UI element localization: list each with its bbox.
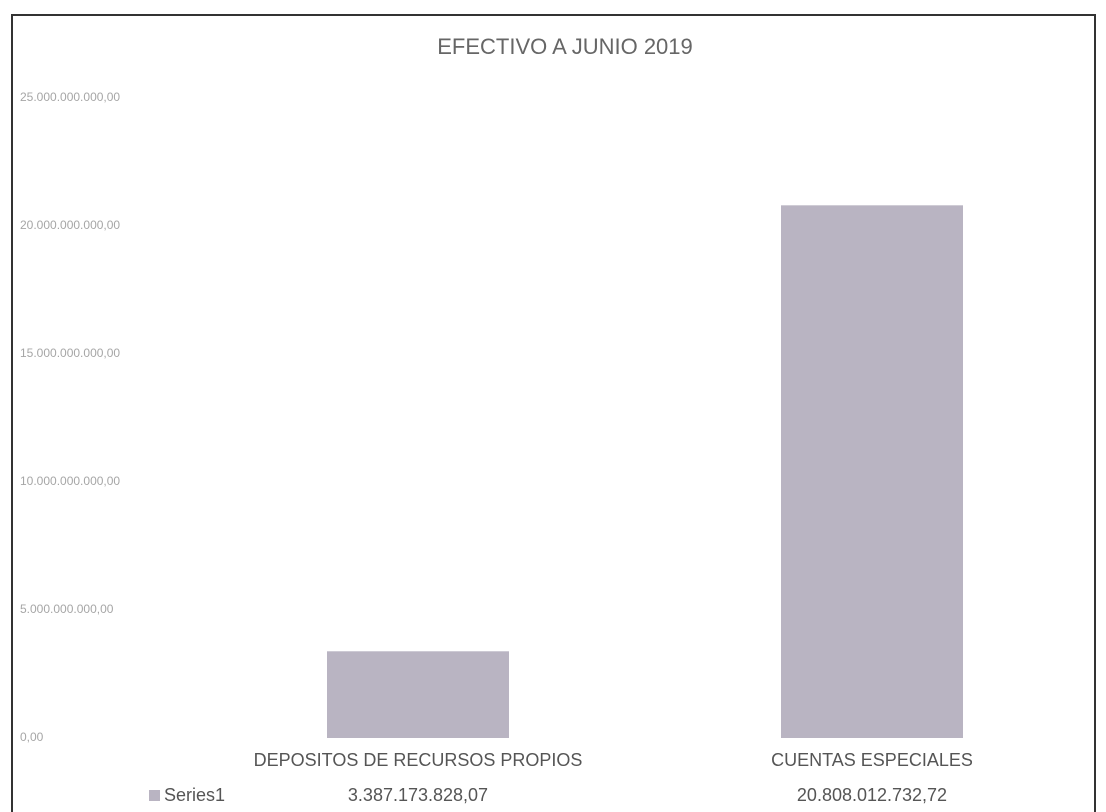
- chart-frame: [11, 14, 1096, 812]
- chart-title: EFECTIVO A JUNIO 2019: [437, 34, 693, 59]
- y-tick-label: 5.000.000.000,00: [20, 602, 114, 616]
- y-tick-label: 10.000.000.000,00: [20, 474, 120, 488]
- legend-label: Series1: [164, 785, 225, 805]
- bar: [781, 205, 963, 738]
- y-tick-label: 20.000.000.000,00: [20, 218, 120, 232]
- x-tick-label: DEPOSITOS DE RECURSOS PROPIOS: [254, 750, 583, 770]
- value-label: 3.387.173.828,07: [348, 785, 488, 805]
- y-tick-label: 15.000.000.000,00: [20, 346, 120, 360]
- legend-swatch: [149, 790, 160, 801]
- x-tick-label: CUENTAS ESPECIALES: [771, 750, 973, 770]
- value-label: 20.808.012.732,72: [797, 785, 947, 805]
- y-tick-label: 25.000.000.000,00: [20, 90, 120, 104]
- y-tick-label: 0,00: [20, 730, 44, 744]
- bar: [327, 651, 509, 738]
